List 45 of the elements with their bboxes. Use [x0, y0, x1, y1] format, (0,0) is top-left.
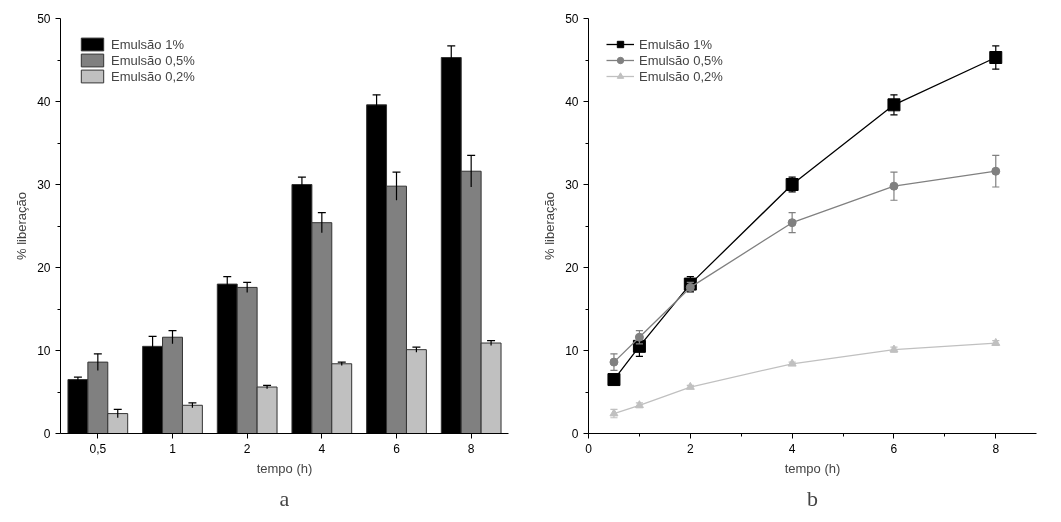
y-tick-label: 10	[565, 344, 579, 358]
point	[889, 181, 899, 191]
x-axis-title: tempo (h)	[784, 460, 841, 476]
legend-label: Emulsão 1%	[639, 36, 712, 52]
x-tick-label: 0	[585, 441, 593, 456]
x-tick-label: 8	[992, 441, 1000, 456]
y-tick-label: 20	[37, 261, 51, 275]
point	[609, 357, 619, 367]
y-tick-label: 50	[37, 12, 51, 26]
legend-label: Emulsão 0,5%	[639, 52, 723, 68]
legend-label: Emulsão 0,5%	[111, 52, 195, 68]
point	[991, 166, 1001, 176]
point	[989, 51, 1003, 65]
y-axis-title: % liberação	[14, 192, 30, 260]
y-tick-label: 30	[37, 178, 51, 192]
x-tick-label: 4	[318, 441, 326, 456]
text: a	[279, 485, 290, 511]
y-tick-label: 0	[43, 427, 51, 441]
x-tick-label: 8	[467, 441, 475, 456]
x-tick-label: 4	[788, 441, 796, 456]
point	[634, 332, 644, 342]
point	[787, 218, 797, 228]
y-tick-label: 40	[37, 95, 51, 109]
x-axis-title: tempo (h)	[256, 460, 313, 476]
y-tick-label: 30	[565, 178, 579, 192]
point	[787, 358, 797, 367]
point	[887, 98, 901, 112]
x-tick-label: 6	[890, 441, 898, 456]
x-tick-label: 2	[243, 441, 251, 456]
point	[685, 381, 695, 390]
legend-label: Emulsão 0,2%	[111, 68, 195, 84]
y-tick-label: 10	[37, 344, 51, 358]
legend-label: Emulsão 1%	[111, 36, 184, 52]
x-tick-label: 2	[686, 441, 694, 456]
legend-label: Emulsão 0,2%	[639, 68, 723, 84]
y-tick-label: 0	[571, 427, 579, 441]
x-tick-label: 1	[169, 441, 177, 456]
y-tick-label: 20	[565, 261, 579, 275]
y-tick-label: 50	[565, 12, 579, 26]
y-tick-label: 40	[565, 95, 579, 109]
text: b	[807, 485, 818, 511]
point	[607, 373, 621, 387]
y-axis-title: % liberação	[542, 192, 558, 260]
x-tick-label: 6	[393, 441, 401, 456]
x-tick-label: 0,5	[89, 441, 107, 456]
